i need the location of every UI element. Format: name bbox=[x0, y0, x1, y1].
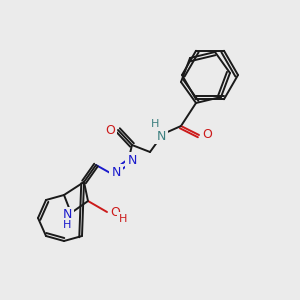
Text: H: H bbox=[119, 214, 127, 224]
Text: O: O bbox=[110, 206, 120, 218]
Text: H: H bbox=[151, 119, 159, 129]
Text: N: N bbox=[127, 154, 137, 166]
Text: H: H bbox=[63, 220, 71, 230]
Text: O: O bbox=[105, 124, 115, 136]
Text: N: N bbox=[62, 208, 72, 221]
Text: O: O bbox=[202, 128, 212, 142]
Text: N: N bbox=[111, 166, 121, 178]
Text: N: N bbox=[156, 130, 166, 142]
